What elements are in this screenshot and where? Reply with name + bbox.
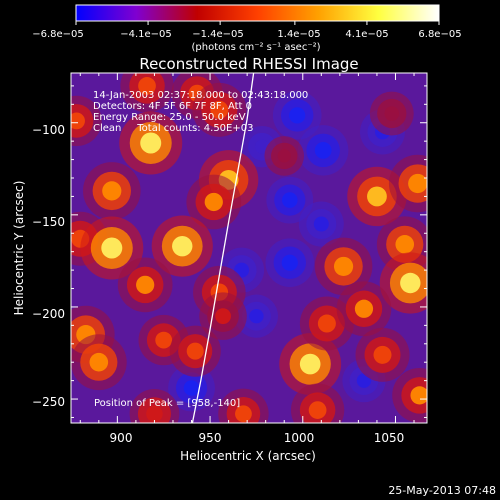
- positive-flux-blob-core: [210, 100, 229, 119]
- positive-flux-blob-core: [408, 173, 427, 194]
- positive-flux-blob-core: [384, 106, 400, 121]
- axis-ticks: [71, 73, 427, 423]
- colorbar: −6.8e−05 −4.1e−05 −1.4e−05 1.4e−05 4.1e−…: [32, 4, 462, 53]
- positive-flux-blob-core: [186, 342, 204, 360]
- plot-frame: [70, 72, 428, 424]
- colorbar-tick-label: −1.4e−05: [192, 29, 244, 40]
- annotation-energy-range: Energy Range: 25.0 - 50.0 keV: [93, 112, 246, 123]
- colorbar-unit-label: (photons cm⁻² s⁻¹ asec⁻²): [191, 42, 320, 53]
- solar-limb-curve: [191, 73, 255, 423]
- negative-flux-blob-core: [281, 254, 298, 271]
- colorbar-tick-label: −4.1e−05: [120, 29, 172, 40]
- negative-flux-blob-core: [249, 308, 264, 324]
- positive-flux-blob-core: [395, 235, 415, 254]
- annotation-block: 14-Jan-2003 02:37:18.000 to 02:43:18.000…: [93, 90, 308, 134]
- annotation-time-range: 14-Jan-2003 02:37:18.000 to 02:43:18.000: [93, 90, 308, 101]
- positive-flux-blob-core: [354, 299, 374, 318]
- timestamp-label: 25-May-2013 07:48: [388, 484, 496, 497]
- x-tick-label: 950: [199, 431, 222, 445]
- colorbar-tick-label: 6.8e−05: [418, 29, 461, 40]
- x-axis-label: Heliocentric X (arcsec): [180, 449, 316, 463]
- colorbar-ticks: [75, 21, 440, 25]
- positive-flux-blob-core: [367, 186, 387, 207]
- negative-flux-blob-core: [281, 192, 298, 208]
- y-tick-label: −150: [32, 215, 65, 229]
- positive-flux-blob-core: [410, 386, 427, 405]
- positive-flux-blob-core: [101, 237, 123, 259]
- negative-flux-blob-core: [183, 380, 200, 396]
- positive-flux-blob-core: [140, 132, 162, 154]
- positive-flux-blob-core: [333, 256, 354, 277]
- positive-flux-blob-core: [71, 112, 85, 130]
- positive-flux-blob-core: [172, 235, 193, 257]
- positive-flux-blob-core: [102, 181, 122, 201]
- positive-flux-blob-core: [215, 308, 231, 325]
- colorbar-strip: [75, 4, 440, 22]
- colorbar-tick-label: −6.8e−05: [32, 29, 84, 40]
- negative-flux-blob-core: [314, 141, 332, 159]
- y-axis-label: Heliocentric Y (arcsec): [12, 181, 26, 316]
- positive-flux-blob-core: [373, 345, 392, 364]
- plot-area: [70, 72, 428, 424]
- x-tick-label: 1050: [374, 431, 405, 445]
- colorbar-tick-label: 4.1e−05: [345, 29, 388, 40]
- positive-flux-blob-core: [299, 353, 321, 375]
- positive-flux-blob-core: [317, 314, 336, 333]
- y-tick-label: −250: [32, 395, 65, 409]
- positive-flux-blob-core: [308, 401, 327, 419]
- y-tick-label: −200: [32, 307, 65, 321]
- y-tick-label: −100: [32, 123, 65, 137]
- chart-title: Reconstructed RHESSI Image: [139, 55, 358, 73]
- positive-flux-blob-core: [235, 405, 252, 423]
- annotation-detectors: Detectors: 4F 5F 6F 7F 8F, Att 0: [93, 101, 252, 112]
- annotation-clean-counts: Clean Total counts: 4.50E+03: [93, 123, 253, 134]
- x-tick-label: 900: [110, 431, 133, 445]
- positive-flux-blob-core: [138, 77, 156, 95]
- positive-flux-blob-core: [204, 192, 223, 212]
- positive-flux-blob-core: [136, 275, 155, 294]
- positive-flux-blob-core: [155, 331, 173, 349]
- negative-flux-blob-core: [289, 107, 306, 124]
- heatmap-image: [71, 73, 427, 423]
- colorbar-tick-label: 1.4e−05: [277, 29, 320, 40]
- positive-flux-blob-core: [146, 405, 163, 423]
- positive-flux-blob-core: [400, 272, 421, 294]
- x-tick-label: 1000: [284, 431, 315, 445]
- positive-flux-blob-core: [89, 352, 109, 372]
- negative-flux-blob-core: [313, 216, 329, 232]
- positive-flux-blob-core: [277, 149, 291, 163]
- peak-position-label: Position of Peak = [958,-140]: [94, 398, 240, 409]
